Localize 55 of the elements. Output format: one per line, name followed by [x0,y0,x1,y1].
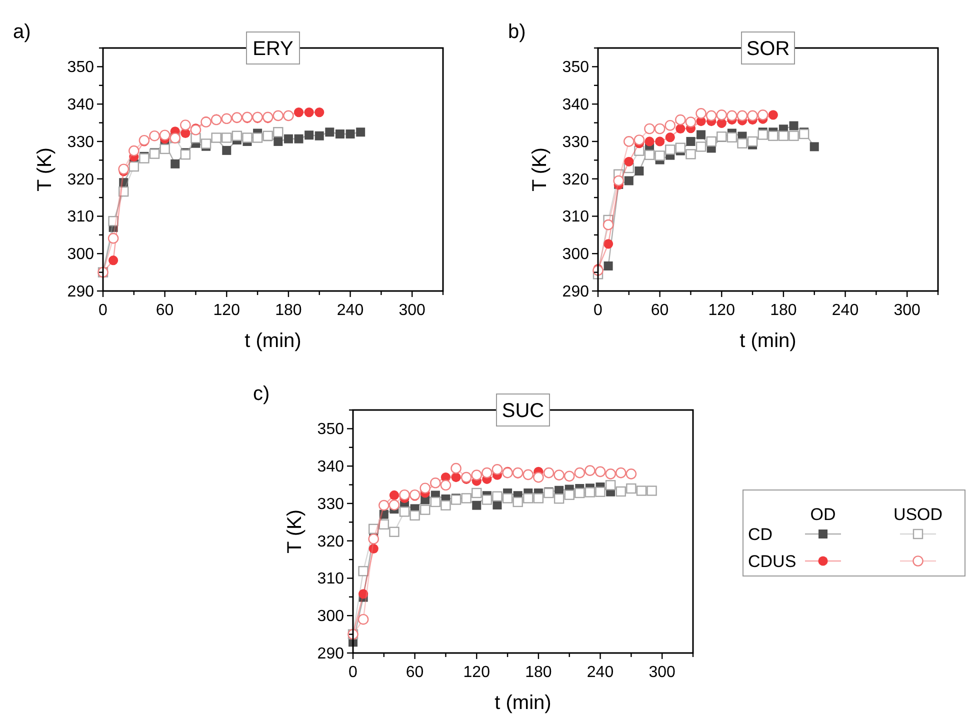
x-tick-label: 60 [406,664,424,681]
y-tick-label: 330 [67,134,94,151]
y-tick-label: 350 [562,59,590,76]
y-tick-label: 330 [562,134,590,151]
chart-title: SOR [746,38,790,60]
y-tick-label: 290 [562,284,590,300]
text: USOD [893,505,943,524]
x-tick-label: 180 [770,302,797,319]
x-tick-label: 120 [463,664,490,681]
y-tick-label: 300 [317,608,344,626]
x-tick-label: 60 [156,302,174,319]
x-tick-label: 300 [648,664,676,681]
y-tick-label: 300 [562,246,590,264]
x-tick-label: 240 [832,302,859,319]
chart-title: ERY [252,38,294,60]
text: c) [253,383,270,405]
x-tick-label: 120 [708,302,736,319]
y-tick-label: 310 [562,208,590,226]
y-tick-label: 340 [562,96,590,114]
y-tick-label: 300 [67,246,94,264]
y-tick-label: 350 [317,421,344,438]
x-tick-label: 120 [213,302,240,319]
y-tick-label: 290 [67,284,94,300]
legend-label: CDUS [748,552,796,571]
x-axis-title: t (min) [244,330,302,352]
x-tick-label: 0 [348,664,358,681]
x-tick-label: 180 [275,302,302,319]
y-tick-label: 330 [317,496,344,513]
x-tick-label: 240 [586,664,614,681]
y-axis-title: T (K) [284,509,306,554]
x-tick-label: 0 [594,302,603,319]
chart-title: SUC [502,400,544,422]
text: OD [810,505,836,524]
y-tick-label: 320 [67,171,94,188]
x-tick-label: 60 [650,302,669,319]
y-tick-label: 290 [317,646,344,662]
y-tick-label: 340 [317,458,344,476]
x-axis-title: t (min) [740,330,796,352]
y-tick-label: 310 [67,208,94,226]
y-axis-title: T (K) [529,147,551,192]
y-tick-label: 320 [317,533,344,550]
x-tick-label: 0 [98,302,108,319]
legend-label: CD [748,525,773,544]
x-tick-label: 300 [894,302,921,319]
x-tick-label: 180 [525,664,552,681]
x-axis-title: t (min) [494,692,552,714]
y-tick-label: 340 [67,96,94,114]
x-tick-label: 240 [336,302,364,319]
text: a) [13,21,31,43]
y-tick-label: 320 [562,171,590,188]
y-tick-label: 350 [67,59,94,76]
text: b) [508,21,526,43]
y-tick-label: 310 [317,570,344,588]
x-tick-label: 300 [398,302,426,319]
y-axis-title: T (K) [34,147,56,192]
